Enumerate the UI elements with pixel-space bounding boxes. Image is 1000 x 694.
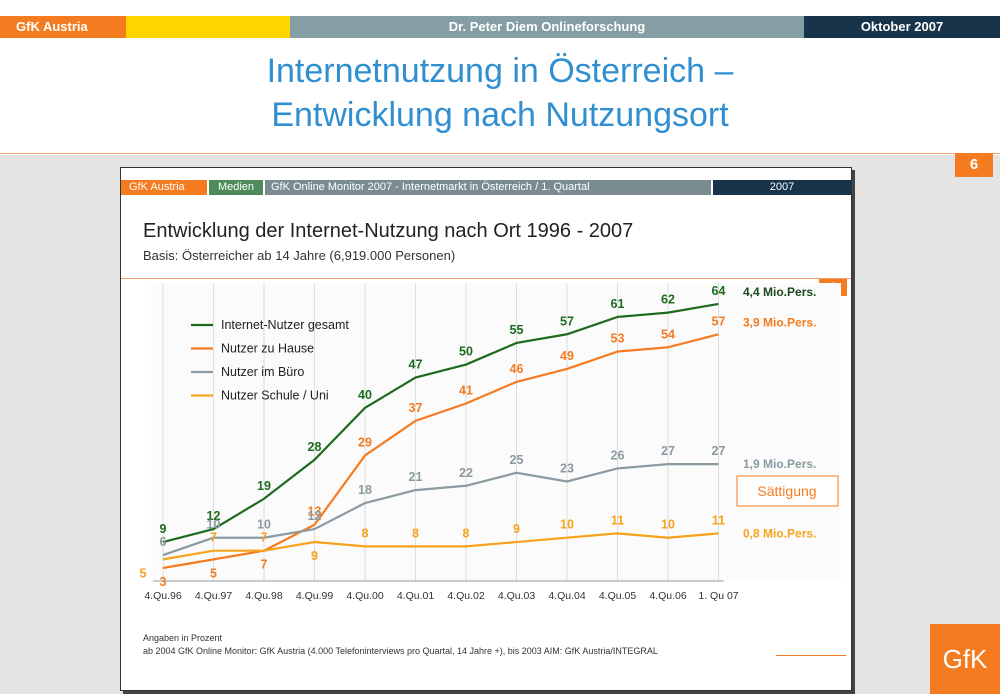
data-label: 22	[459, 466, 473, 480]
slide-title-line1: Internetnutzung in Österreich –	[266, 52, 734, 90]
embedded-slide: GfK Austria Medien GfK Online Monitor 20…	[120, 167, 852, 691]
annotation-text: Sättigung	[757, 483, 816, 499]
series-end-label: 4,4 Mio.Pers.	[743, 285, 816, 299]
x-tick-label: 4.Qu.05	[599, 590, 637, 602]
x-tick-label: 4.Qu.97	[195, 590, 233, 602]
x-tick-label: 1. Qu 07	[698, 590, 738, 602]
data-label: 23	[560, 461, 574, 475]
data-label: 40	[358, 388, 372, 402]
legend-label: Nutzer zu Hause	[221, 342, 314, 356]
data-label: 9	[513, 522, 520, 536]
data-label: 37	[409, 401, 423, 415]
header-author: Dr. Peter Diem Onlineforschung	[290, 16, 804, 38]
data-label: 10	[207, 518, 221, 532]
x-tick-label: 4.Qu.99	[296, 590, 334, 602]
data-label: 3	[160, 575, 167, 589]
inner-header-brand: GfK Austria	[121, 180, 207, 195]
footnote-unit: Angaben in Prozent	[143, 633, 223, 643]
header-brand: GfK Austria	[0, 16, 126, 38]
data-label: 28	[308, 440, 322, 454]
gfk-logo: GfK	[930, 624, 1000, 694]
data-label: 50	[459, 345, 473, 359]
chart-subtitle: Basis: Österreicher ab 14 Jahre (6,919.0…	[143, 248, 456, 263]
series-line	[162, 532, 719, 561]
chart-title: Entwicklung der Internet-Nutzung nach Or…	[143, 220, 634, 242]
data-label: 25	[510, 453, 524, 467]
series-end-label: 0,8 Mio.Pers.	[743, 526, 816, 540]
data-label: 27	[712, 444, 726, 458]
series-line	[162, 302, 719, 544]
data-label: 12	[308, 509, 322, 523]
x-tick-label: 4.Qu.02	[447, 590, 485, 602]
annotation-box	[736, 475, 839, 507]
data-label: 64	[712, 284, 726, 298]
data-label: 26	[611, 448, 625, 462]
data-label: 18	[358, 483, 372, 497]
data-label: 29	[358, 435, 372, 449]
data-label: 12	[207, 509, 221, 523]
series-line	[162, 463, 719, 557]
header-accent	[126, 16, 290, 38]
data-label: 62	[661, 293, 675, 307]
data-label: 10	[661, 518, 675, 532]
data-label: 7	[261, 558, 268, 572]
legend-label: Internet-Nutzer gesamt	[221, 318, 349, 332]
data-label: 8	[463, 526, 470, 540]
inner-header-year: 2007	[713, 180, 851, 195]
data-label: 49	[560, 349, 574, 363]
footer-rule	[776, 655, 846, 656]
data-label: 10	[257, 518, 271, 532]
data-label: 46	[510, 362, 524, 376]
x-tick-label: 4.Qu.96	[144, 590, 182, 602]
data-label: 41	[459, 384, 473, 398]
data-label: 27	[661, 444, 675, 458]
data-label: 55	[510, 323, 524, 337]
x-tick-label: 4.Qu.03	[498, 590, 536, 602]
divider	[0, 153, 1000, 154]
header-bar: GfK Austria Dr. Peter Diem Onlineforschu…	[0, 16, 1000, 38]
inner-header-description: GfK Online Monitor 2007 - Internetmarkt …	[265, 180, 711, 195]
data-label: 7	[261, 531, 268, 545]
series-end-label: 1,9 Mio.Pers.	[743, 457, 816, 471]
page-number: 6	[955, 153, 993, 177]
data-label: 21	[409, 470, 423, 484]
line-chart: 4.Qu.96 4.Qu.97 4.Qu.98 4.Qu.99 4.Qu.00 4.Qu.…	[140, 283, 841, 602]
data-label: 19	[257, 479, 271, 493]
header-date: Oktober 2007	[804, 16, 1000, 38]
data-label: 57	[712, 314, 726, 328]
data-label: 53	[611, 332, 625, 346]
data-label: 57	[560, 314, 574, 328]
data-label: 7	[210, 531, 217, 545]
x-tick-label: 4.Qu.98	[245, 590, 283, 602]
data-label: 11	[712, 513, 725, 527]
x-tick-label: 4.Qu.00	[346, 590, 384, 602]
series-line	[162, 333, 719, 570]
data-label: 5	[210, 566, 217, 580]
chart-divider	[121, 278, 851, 279]
data-label: 11	[611, 513, 624, 527]
x-tick-label: 4.Qu.04	[548, 590, 586, 602]
slide-title-line2: Entwicklung nach Nutzungsort	[271, 96, 729, 134]
data-label: 5	[140, 566, 147, 580]
data-label: 47	[409, 358, 423, 372]
x-tick-label: 4.Qu.06	[649, 590, 687, 602]
inner-header-section: Medien	[209, 180, 263, 195]
footnote-source: ab 2004 GfK Online Monitor: GfK Austria …	[143, 646, 658, 656]
legend-label: Nutzer Schule / Uni	[221, 389, 329, 403]
data-label: 10	[560, 518, 574, 532]
data-label: 8	[362, 526, 369, 540]
data-label: 8	[412, 526, 419, 540]
data-label: 6	[160, 535, 167, 549]
data-label: 9	[160, 522, 167, 536]
legend-label: Nutzer im Büro	[221, 365, 304, 379]
plot-area	[151, 283, 841, 581]
x-tick-label: 4.Qu.01	[397, 590, 435, 602]
data-label: 13	[308, 505, 322, 519]
data-label: 61	[611, 297, 625, 311]
series-end-label: 3,9 Mio.Pers.	[743, 315, 816, 329]
data-label: 54	[661, 327, 675, 341]
data-label: 9	[311, 549, 318, 563]
